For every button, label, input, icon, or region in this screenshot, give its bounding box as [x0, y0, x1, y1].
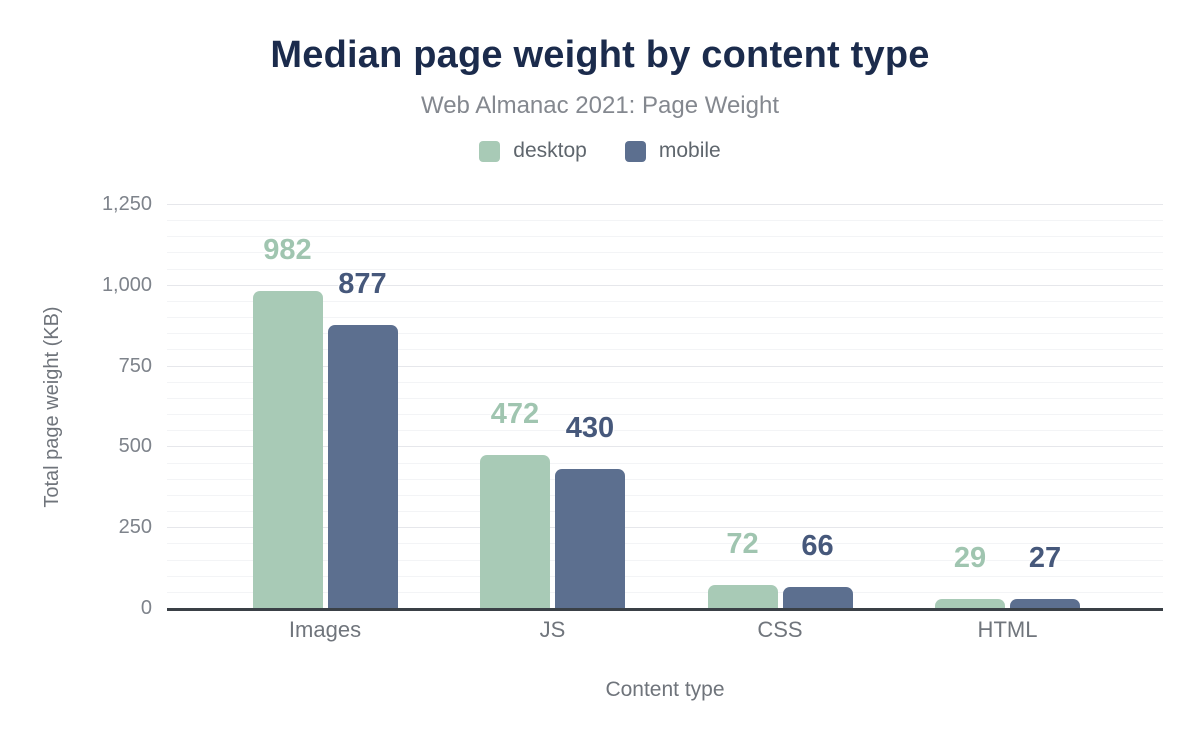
minor-gridline: [167, 575, 1163, 577]
legend-item-mobile[interactable]: mobile: [624, 139, 721, 163]
minor-gridline: [167, 430, 1163, 432]
minor-gridline: [167, 511, 1163, 513]
data-label-desktop-js: 472: [490, 398, 540, 431]
y-tick-label: 1,000: [101, 273, 152, 296]
y-tick-label: 250: [118, 516, 152, 539]
minor-gridline: [167, 494, 1163, 496]
minor-gridline: [167, 591, 1163, 593]
data-label-mobile-css: 66: [801, 529, 834, 562]
minor-gridline: [167, 478, 1163, 480]
major-gridline: [167, 204, 1163, 205]
minor-gridline: [167, 317, 1163, 319]
bar-mobile-js[interactable]: [555, 469, 625, 608]
legend-label: desktop: [513, 139, 587, 162]
chart-title: Median page weight by content type: [270, 34, 930, 76]
legend: desktop mobile: [0, 139, 1200, 163]
x-tick-label-images: Images: [288, 617, 362, 642]
minor-gridline: [167, 462, 1163, 464]
major-gridline: [167, 365, 1163, 367]
major-gridline: [167, 284, 1163, 286]
y-axis-title: Total page weight (KB): [41, 306, 63, 508]
data-label-desktop-css: 72: [726, 527, 759, 560]
bar-desktop-js[interactable]: [480, 455, 550, 608]
minor-gridline: [167, 236, 1163, 238]
bar-desktop-css[interactable]: [707, 584, 778, 608]
bar-mobile-images[interactable]: [327, 324, 398, 608]
legend-swatch-mobile: [624, 140, 646, 162]
major-gridline: [167, 446, 1163, 448]
minor-gridline: [167, 220, 1163, 222]
y-tick-label: 500: [118, 435, 152, 458]
y-tick-label: 750: [118, 354, 152, 377]
x-axis-title: Content type: [605, 678, 725, 701]
minor-gridline: [167, 414, 1163, 416]
bar-desktop-images[interactable]: [252, 290, 323, 608]
data-label-desktop-html: 29: [953, 541, 987, 574]
bar-desktop-html[interactable]: [935, 598, 1005, 608]
minor-gridline: [167, 381, 1163, 383]
minor-gridline: [167, 300, 1163, 302]
data-label-mobile-html: 27: [1028, 542, 1062, 575]
bar-mobile-css[interactable]: [782, 586, 853, 608]
minor-gridline: [167, 397, 1163, 399]
minor-gridline: [167, 268, 1163, 270]
data-label-mobile-images: 877: [338, 267, 387, 300]
x-tick-label-js: JS: [539, 617, 566, 642]
data-label-desktop-images: 982: [263, 233, 312, 266]
minor-gridline: [167, 349, 1163, 351]
legend-item-desktop[interactable]: desktop: [479, 139, 587, 163]
minor-gridline: [167, 559, 1163, 561]
y-tick-label: 0: [140, 597, 152, 619]
bar-mobile-html[interactable]: [1010, 599, 1080, 608]
plot-area: 982 877 472 430 72 66 29 27: [167, 204, 1163, 611]
y-tick-label: 1,250: [101, 193, 152, 215]
chart-subtitle: Web Almanac 2021: Page Weight: [420, 92, 779, 119]
x-tick-label-css: CSS: [757, 617, 803, 642]
legend-swatch-desktop: [479, 140, 501, 162]
minor-gridline: [167, 333, 1163, 335]
data-label-mobile-js: 430: [565, 412, 615, 445]
x-tick-label-html: HTML: [977, 617, 1038, 642]
minor-gridline: [167, 252, 1163, 254]
minor-gridline: [167, 543, 1163, 545]
legend-label: mobile: [658, 139, 721, 162]
major-gridline: [167, 527, 1163, 529]
